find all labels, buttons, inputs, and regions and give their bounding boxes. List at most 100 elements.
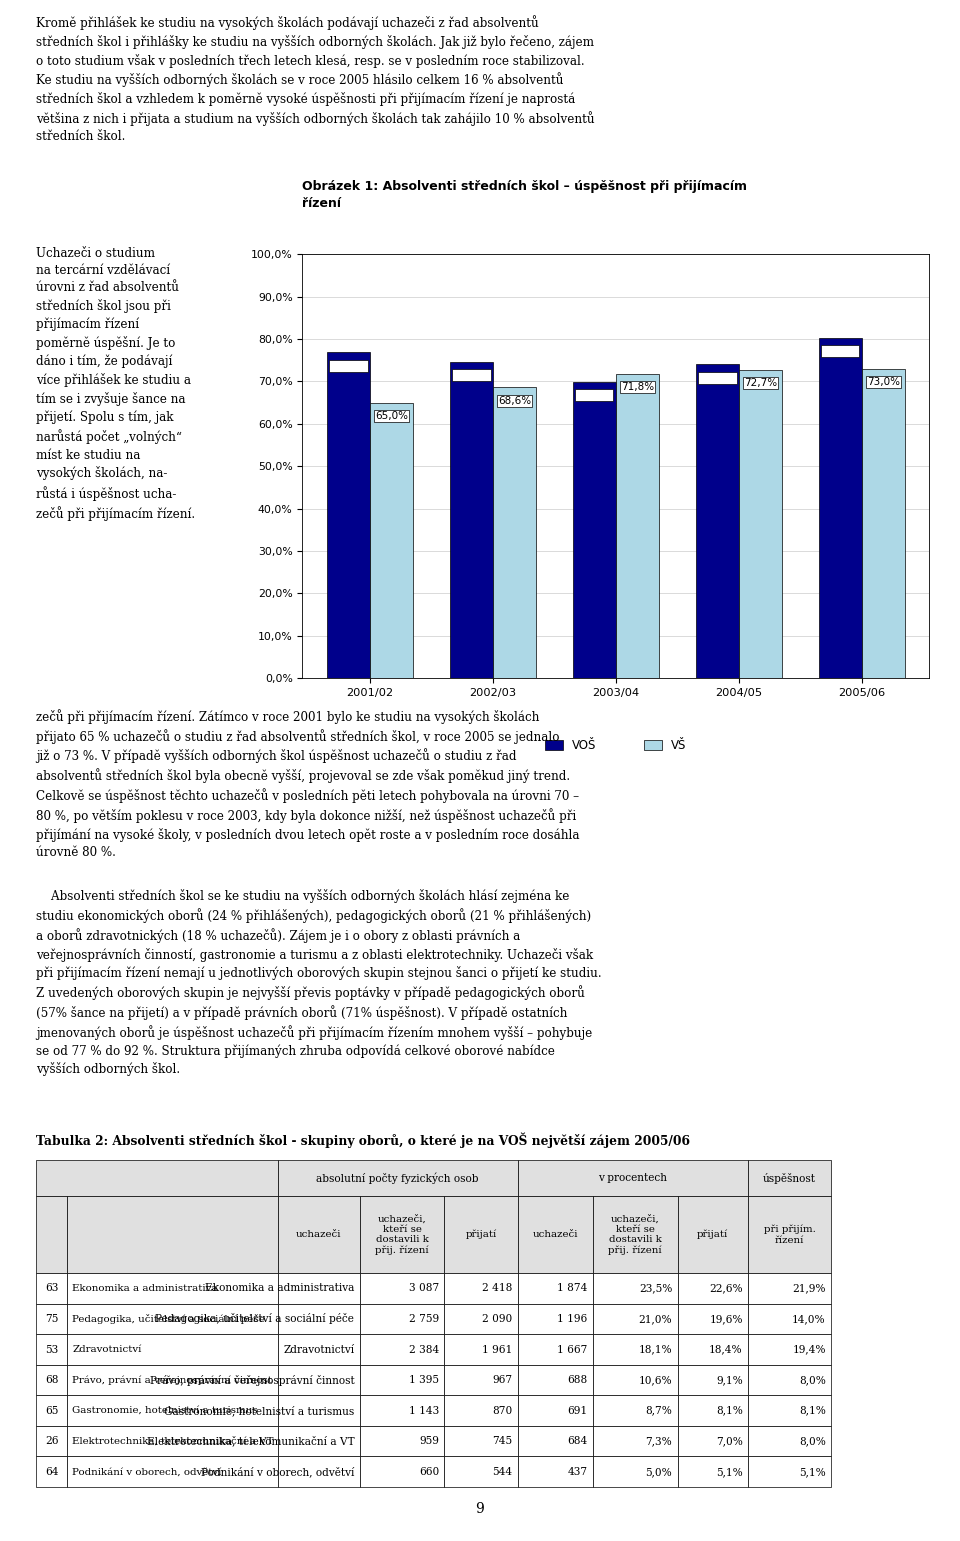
Text: 967: 967 [492, 1375, 513, 1385]
Text: 691: 691 [567, 1405, 588, 1416]
Text: 53: 53 [45, 1344, 59, 1355]
Text: 68,6%: 68,6% [498, 396, 531, 405]
Text: 3 087: 3 087 [409, 1284, 439, 1293]
Text: při přijím.
řízení: při přijím. řízení [763, 1225, 815, 1245]
Text: 73,0%: 73,0% [867, 378, 900, 387]
Text: 7,0%: 7,0% [716, 1436, 743, 1445]
Text: 437: 437 [567, 1467, 588, 1476]
Bar [36, 1273, 67, 1304]
Bar [748, 1395, 831, 1425]
Text: Pedagogika, učitelství a sociální péče: Pedagogika, učitelství a sociální péče [72, 1314, 265, 1324]
Text: Absolventi středních škol se ke studiu na vyšších odborných školách hlásí zejmén: Absolventi středních škol se ke studiu n… [36, 889, 602, 1076]
Bar [678, 1395, 748, 1425]
Bar [748, 1365, 831, 1395]
Text: Ekonomika a administrativa: Ekonomika a administrativa [204, 1284, 354, 1293]
Text: uchazeči,
kteří se
dostavili k
přij. řízení: uchazeči, kteří se dostavili k přij. říz… [375, 1214, 429, 1256]
Text: 544: 544 [492, 1467, 513, 1476]
Text: 745: 745 [492, 1436, 513, 1445]
Bar [517, 1425, 592, 1456]
Text: 5,0%: 5,0% [645, 1467, 672, 1476]
Text: Zdravotnictví: Zdravotnictví [283, 1344, 354, 1355]
Text: Gastronomie, hotelniství a turismus: Gastronomie, hotelniství a turismus [72, 1405, 258, 1415]
Bar [370, 402, 413, 678]
Text: 959: 959 [420, 1436, 439, 1445]
Bar [444, 1425, 517, 1456]
Bar [592, 1304, 678, 1335]
Bar [748, 1456, 831, 1487]
Text: 688: 688 [567, 1375, 588, 1385]
Text: přijatí: přijatí [466, 1230, 496, 1239]
Bar [573, 382, 616, 678]
Text: Kromě přihlášek ke studiu na vysokých školách podávají uchazeči z řad absolventů: Kromě přihlášek ke studiu na vysokých šk… [36, 15, 595, 143]
Bar [517, 1456, 592, 1487]
Bar [67, 1273, 277, 1304]
Text: 76,9%: 76,9% [330, 361, 367, 371]
Text: 1 143: 1 143 [409, 1405, 439, 1416]
Text: uchazeči,
kteří se
dostavili k
přij. řízení: uchazeči, kteří se dostavili k přij. říz… [609, 1214, 661, 1256]
Text: 21,0%: 21,0% [638, 1314, 672, 1324]
Text: 10,6%: 10,6% [638, 1375, 672, 1385]
Text: přijatí: přijatí [697, 1230, 729, 1239]
Bar [360, 1425, 444, 1456]
Text: 19,4%: 19,4% [792, 1344, 826, 1355]
Bar [36, 1425, 67, 1456]
Bar [277, 1456, 360, 1487]
Bar [360, 1395, 444, 1425]
Text: 14,0%: 14,0% [792, 1314, 826, 1324]
Text: zečů při přijímacím řízení. Zátímco v roce 2001 bylo ke studiu na vysokých školá: zečů při přijímacím řízení. Zátímco v ro… [36, 709, 580, 858]
Text: Podnikání v oborech, odvětví: Podnikání v oborech, odvětví [201, 1467, 354, 1478]
Text: Elektrotechnika, telekomunikační a VT: Elektrotechnika, telekomunikační a VT [147, 1436, 354, 1447]
Text: 19,6%: 19,6% [709, 1314, 743, 1324]
Bar [616, 374, 659, 678]
Bar [748, 1273, 831, 1304]
Bar [517, 1196, 592, 1273]
Bar [517, 1395, 592, 1425]
Text: 72,7%: 72,7% [744, 379, 777, 388]
Bar [748, 1304, 831, 1335]
Bar [277, 1335, 360, 1365]
Bar [678, 1273, 748, 1304]
Bar [444, 1273, 517, 1304]
Text: Pedagogika, učitelství a sociální péče: Pedagogika, učitelství a sociální péče [156, 1313, 354, 1324]
Text: v procentech: v procentech [598, 1173, 667, 1183]
Bar [678, 1425, 748, 1456]
Bar [678, 1304, 748, 1335]
Text: 9: 9 [475, 1501, 485, 1516]
Text: Právo, právní a veřejnosprávní činnost: Právo, právní a veřejnosprávní činnost [72, 1375, 272, 1385]
Bar [277, 1273, 360, 1304]
Bar [678, 1365, 748, 1395]
Bar [360, 1273, 444, 1304]
Text: 18,1%: 18,1% [638, 1344, 672, 1355]
Bar [819, 337, 862, 678]
Bar [277, 1304, 360, 1335]
Bar [748, 1160, 831, 1196]
Text: Obrázek 1: Absolventi středních škol – úspěšnost při přijímacím
řízení: Obrázek 1: Absolventi středních škol – ú… [302, 180, 748, 210]
Bar [67, 1304, 277, 1335]
Bar [592, 1196, 678, 1273]
Text: 8,1%: 8,1% [716, 1405, 743, 1416]
Text: absolutní počty fyzických osob: absolutní počty fyzických osob [317, 1173, 479, 1183]
Text: Uchazeči o studium
na tercární vzdělávací
úrovni z řad absolventů
středních škol: Uchazeči o studium na tercární vzdělávac… [36, 247, 196, 521]
Text: 23,5%: 23,5% [638, 1284, 672, 1293]
Bar [450, 362, 492, 678]
Bar [277, 1425, 360, 1456]
Bar [36, 1196, 67, 1273]
Bar [592, 1395, 678, 1425]
Text: 65,0%: 65,0% [375, 411, 408, 421]
Bar [696, 365, 739, 678]
Bar [678, 1196, 748, 1273]
Bar [678, 1335, 748, 1365]
Bar [748, 1335, 831, 1365]
Text: 68: 68 [45, 1375, 59, 1385]
Text: 1 395: 1 395 [409, 1375, 439, 1385]
Text: 8,0%: 8,0% [799, 1375, 826, 1385]
Bar [360, 1304, 444, 1335]
Bar [444, 1304, 517, 1335]
Bar [67, 1425, 277, 1456]
Text: 22,6%: 22,6% [709, 1284, 743, 1293]
Bar [444, 1395, 517, 1425]
Text: 2 384: 2 384 [409, 1344, 439, 1355]
Text: 18,4%: 18,4% [709, 1344, 743, 1355]
Bar [36, 1335, 67, 1365]
Bar [67, 1456, 277, 1487]
